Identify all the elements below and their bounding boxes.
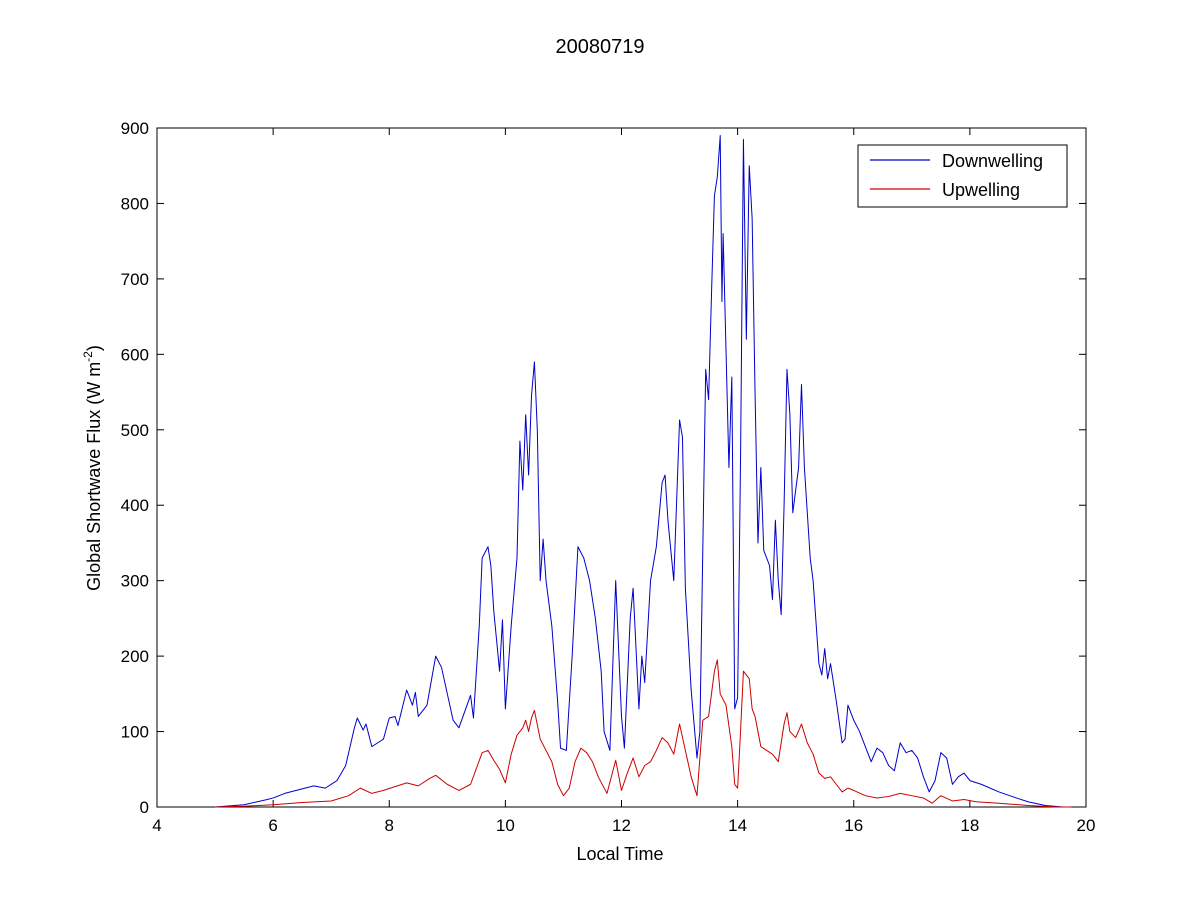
- x-axis-label: Local Time: [576, 844, 663, 864]
- y-tick-label: 900: [121, 119, 149, 138]
- y-axis-label-sup: -2: [81, 351, 95, 362]
- x-tick-label: 6: [268, 816, 277, 835]
- x-tick-label: 4: [152, 816, 161, 835]
- y-tick-label: 700: [121, 270, 149, 289]
- y-tick-label: 400: [121, 496, 149, 515]
- y-axis-label: Global Shortwave Flux (W m-2): [81, 345, 104, 591]
- x-tick-label: 16: [844, 816, 863, 835]
- x-tick-label: 8: [385, 816, 394, 835]
- y-tick-label: 800: [121, 194, 149, 213]
- y-axis-label-main: Global Shortwave Flux (W m: [84, 362, 104, 591]
- x-tick-label: 10: [496, 816, 515, 835]
- y-tick-label: 100: [121, 723, 149, 742]
- y-tick-label: 200: [121, 647, 149, 666]
- x-tick-label: 12: [612, 816, 631, 835]
- plot-area: 4 6 8 10 12 14 16 18 20 0 100 200 300 400 500 600 700 80…: [121, 119, 1096, 835]
- x-tick-label: 18: [960, 816, 979, 835]
- y-tick-label: 600: [121, 345, 149, 364]
- series-line-upwelling: [215, 659, 1072, 808]
- y-tick-label: 300: [121, 572, 149, 591]
- legend-box: [857, 144, 1068, 208]
- x-tick-label: 20: [1077, 816, 1096, 835]
- legend: Downwelling Upwelling: [857, 144, 1068, 208]
- series-line-downwelling: [215, 135, 1072, 808]
- y-axis: 0 100 200 300 400 500 600 700 800 900: [121, 119, 1086, 817]
- legend-label-downwelling: Downwelling: [942, 151, 1043, 171]
- y-tick-label: 500: [121, 421, 149, 440]
- x-tick-label: 14: [728, 816, 747, 835]
- series-layer: [215, 135, 1072, 808]
- axes-box: [156, 127, 1087, 808]
- chart-title: 20080719: [556, 36, 645, 58]
- y-axis-label-close: ): [84, 345, 104, 351]
- y-tick-label: 0: [140, 798, 149, 817]
- legend-label-upwelling: Upwelling: [942, 180, 1020, 200]
- x-axis: 4 6 8 10 12 14 16 18 20: [152, 128, 1095, 835]
